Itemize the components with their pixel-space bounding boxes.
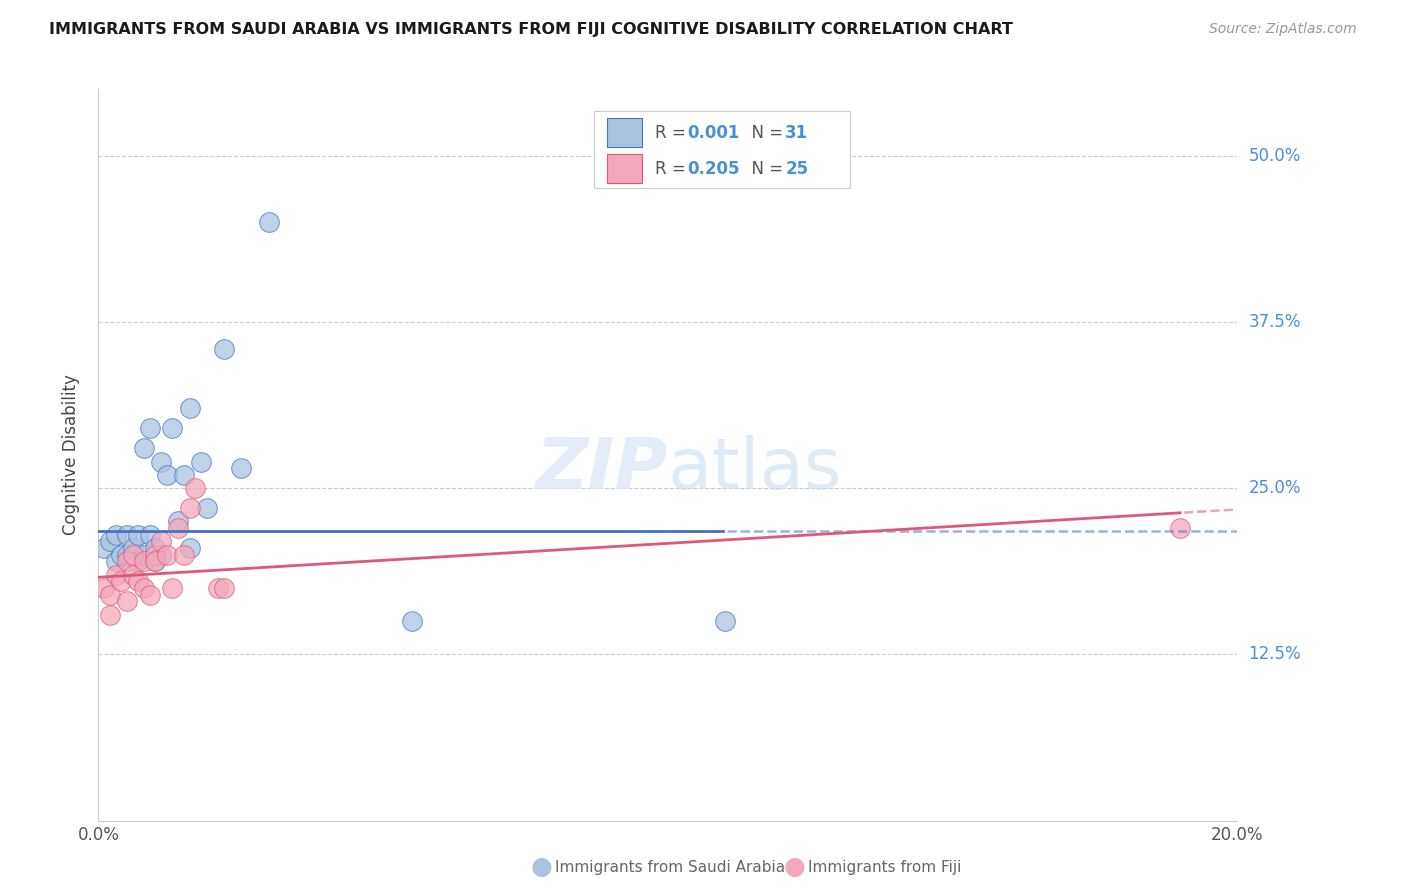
Text: 50.0%: 50.0% (1249, 146, 1301, 165)
Text: Immigrants from Saudi Arabia: Immigrants from Saudi Arabia (555, 860, 786, 874)
Point (104, 527, 127, 541)
Point (212, 342, 235, 356)
Text: 25.0%: 25.0% (1249, 479, 1301, 497)
Point (121, 567, 143, 582)
Point (167, 515, 190, 529)
Point (207, 581, 229, 595)
Point (145, 548, 167, 562)
Point (115, 594, 138, 608)
Point (127, 574, 149, 589)
Point (138, 421, 160, 435)
Point (110, 548, 132, 562)
Point (212, 581, 235, 595)
Point (98, 607, 121, 622)
Point (145, 554, 167, 568)
Point (259, 215, 281, 229)
Point (145, 541, 167, 555)
Point (150, 534, 173, 549)
Point (156, 548, 179, 562)
Text: ●: ● (783, 855, 806, 879)
Y-axis label: Cognitive Disability: Cognitive Disability (62, 375, 80, 535)
Text: 37.5%: 37.5% (1249, 313, 1301, 331)
Point (98, 534, 121, 549)
Point (121, 548, 143, 562)
Point (150, 454, 173, 468)
Text: 31: 31 (785, 124, 808, 142)
Point (115, 527, 138, 541)
Point (195, 501, 218, 516)
Text: atlas: atlas (668, 435, 842, 504)
FancyBboxPatch shape (607, 154, 641, 184)
Text: Source: ZipAtlas.com: Source: ZipAtlas.com (1209, 22, 1357, 37)
Point (93, 581, 115, 595)
Point (138, 588, 160, 602)
Point (127, 527, 149, 541)
Text: ZIP: ZIP (536, 435, 668, 504)
Point (121, 541, 143, 555)
Point (173, 548, 195, 562)
Text: Immigrants from Fiji: Immigrants from Fiji (808, 860, 962, 874)
FancyBboxPatch shape (593, 112, 851, 188)
Point (1170, 521, 1192, 535)
Point (179, 401, 201, 416)
Text: IMMIGRANTS FROM SAUDI ARABIA VS IMMIGRANTS FROM FIJI COGNITIVE DISABILITY CORREL: IMMIGRANTS FROM SAUDI ARABIA VS IMMIGRAN… (49, 22, 1014, 37)
Text: 12.5%: 12.5% (1249, 646, 1301, 664)
Point (110, 574, 132, 589)
Point (132, 554, 155, 568)
Point (714, 614, 737, 628)
Point (401, 614, 423, 628)
Point (184, 481, 207, 495)
Text: R =: R = (655, 160, 692, 178)
Point (132, 548, 155, 562)
Point (104, 567, 127, 582)
Text: ●: ● (530, 855, 553, 879)
FancyBboxPatch shape (607, 118, 641, 147)
Point (104, 554, 127, 568)
Point (190, 454, 212, 468)
Point (127, 554, 149, 568)
Point (138, 527, 160, 541)
Point (98, 588, 121, 602)
Point (179, 541, 201, 555)
Point (145, 554, 167, 568)
Point (162, 421, 184, 435)
Text: 0.001: 0.001 (688, 124, 740, 142)
Text: R =: R = (655, 124, 692, 142)
Point (179, 501, 201, 516)
Point (229, 461, 252, 475)
Text: 0.205: 0.205 (688, 160, 740, 178)
Point (132, 442, 155, 456)
Text: 25: 25 (785, 160, 808, 178)
Point (167, 521, 190, 535)
Point (173, 467, 195, 482)
Point (115, 548, 138, 562)
Point (156, 467, 179, 482)
Text: N =: N = (741, 160, 789, 178)
Text: N =: N = (741, 124, 789, 142)
Point (162, 581, 184, 595)
Point (132, 581, 155, 595)
Point (93, 541, 115, 555)
Point (115, 554, 138, 568)
Point (150, 548, 173, 562)
